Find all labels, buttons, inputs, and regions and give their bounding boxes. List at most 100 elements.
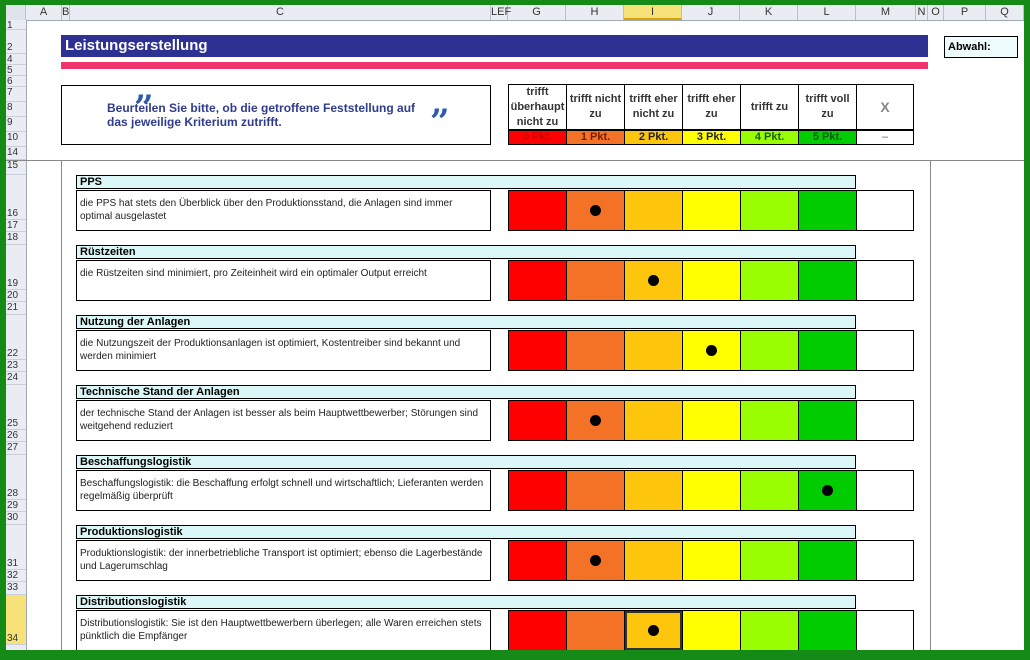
rating-cell-5[interactable]: [798, 260, 857, 301]
row-header-28[interactable]: 28: [6, 455, 26, 500]
rating-cell-0[interactable]: [508, 260, 567, 301]
row-header-22[interactable]: 22: [6, 315, 26, 360]
row-header-19[interactable]: 19: [6, 245, 26, 290]
row-header-16[interactable]: 16: [6, 175, 26, 220]
rating-cell-5[interactable]: [798, 470, 857, 511]
rating-cell-5[interactable]: [798, 400, 857, 441]
rating-cell-4[interactable]: [740, 540, 799, 581]
rating-cell-3[interactable]: [682, 330, 741, 371]
rating-cell-1[interactable]: [566, 400, 625, 441]
rating-cell-3[interactable]: [682, 190, 741, 231]
row-header-9[interactable]: 9: [6, 117, 26, 132]
rating-cell-4[interactable]: [740, 470, 799, 511]
rating-cell-5[interactable]: [798, 610, 857, 650]
rating-cell-2[interactable]: [624, 260, 683, 301]
rating-cell-x[interactable]: [856, 540, 914, 581]
rating-cell-2[interactable]: [624, 610, 683, 650]
rating-cell-0[interactable]: [508, 400, 567, 441]
row-header-29[interactable]: 29: [6, 500, 26, 512]
rating-cell-1[interactable]: [566, 610, 625, 650]
row-header-5[interactable]: 5: [6, 65, 26, 76]
scale-points-5: 5 Pkt.: [798, 130, 857, 145]
rating-cell-5[interactable]: [798, 330, 857, 371]
rating-cell-5[interactable]: [798, 540, 857, 581]
row-header-32[interactable]: 32: [6, 570, 26, 582]
rating-cell-0[interactable]: [508, 610, 567, 650]
rating-cell-3[interactable]: [682, 260, 741, 301]
column-header-c[interactable]: C: [70, 5, 491, 20]
rating-cell-4[interactable]: [740, 330, 799, 371]
column-header-p[interactable]: P: [944, 5, 986, 20]
row-header-26[interactable]: 26: [6, 430, 26, 442]
rating-cell-0[interactable]: [508, 540, 567, 581]
rating-cell-3[interactable]: [682, 400, 741, 441]
row-header-27[interactable]: 27: [6, 442, 26, 455]
scale-points-1: 1 Pkt.: [566, 130, 625, 145]
abwahl-field[interactable]: Abwahl:: [944, 36, 1018, 58]
column-header-o[interactable]: O: [928, 5, 944, 20]
column-header-lef[interactable]: LEF: [491, 5, 512, 20]
row-header-30[interactable]: 30: [6, 512, 26, 525]
row-header-33[interactable]: 33: [6, 582, 26, 595]
rating-cell-1[interactable]: [566, 190, 625, 231]
row-header-15[interactable]: 15: [6, 160, 26, 175]
row-header-1[interactable]: 1: [6, 20, 26, 31]
row-header-25[interactable]: 25: [6, 385, 26, 430]
rating-cell-3[interactable]: [682, 540, 741, 581]
row-header-23[interactable]: 23: [6, 360, 26, 372]
rating-cell-3[interactable]: [682, 470, 741, 511]
row-header-2[interactable]: 2: [6, 30, 26, 54]
row-header-6[interactable]: 6: [6, 76, 26, 87]
row-header-20[interactable]: 20: [6, 290, 26, 302]
row-header-17[interactable]: 17: [6, 220, 26, 232]
rating-cell-4[interactable]: [740, 260, 799, 301]
row-header-18[interactable]: 18: [6, 232, 26, 245]
scale-points-0: 0 Pkt.: [508, 130, 567, 145]
column-header-q[interactable]: Q: [986, 5, 1024, 20]
column-header-k[interactable]: K: [740, 5, 798, 20]
row-header-31[interactable]: 31: [6, 525, 26, 570]
rating-cell-1[interactable]: [566, 260, 625, 301]
rating-cell-3[interactable]: [682, 610, 741, 650]
rating-cell-1[interactable]: [566, 330, 625, 371]
rating-cell-2[interactable]: [624, 190, 683, 231]
row-header-7[interactable]: 7: [6, 87, 26, 102]
rating-cell-2[interactable]: [624, 540, 683, 581]
row-header-14[interactable]: 14: [6, 147, 26, 160]
rating-cell-1[interactable]: [566, 540, 625, 581]
rating-cell-x[interactable]: [856, 190, 914, 231]
row-header-21[interactable]: 21: [6, 302, 26, 315]
row-header-34[interactable]: 34: [6, 595, 26, 645]
rating-cell-4[interactable]: [740, 400, 799, 441]
column-header-h[interactable]: H: [566, 5, 624, 20]
rating-cell-4[interactable]: [740, 610, 799, 650]
rating-cell-x[interactable]: [856, 610, 914, 650]
rating-cell-2[interactable]: [624, 400, 683, 441]
rating-cell-1[interactable]: [566, 470, 625, 511]
rating-cell-2[interactable]: [624, 470, 683, 511]
column-header-i[interactable]: I: [624, 5, 682, 20]
row-header-24[interactable]: 24: [6, 372, 26, 385]
row-header-8[interactable]: 8: [6, 102, 26, 117]
title-underline: [61, 62, 928, 69]
rating-cell-0[interactable]: [508, 470, 567, 511]
select-all-corner[interactable]: [6, 5, 26, 20]
rating-cell-x[interactable]: [856, 260, 914, 301]
column-header-m[interactable]: M: [856, 5, 916, 20]
column-header-b[interactable]: B: [62, 5, 70, 20]
row-header-4[interactable]: 4: [6, 54, 26, 65]
rating-cell-x[interactable]: [856, 470, 914, 511]
row-header-10[interactable]: 10: [6, 132, 26, 147]
column-header-l[interactable]: L: [798, 5, 856, 20]
column-header-g[interactable]: G: [508, 5, 566, 20]
rating-cell-2[interactable]: [624, 330, 683, 371]
rating-cell-5[interactable]: [798, 190, 857, 231]
rating-cell-4[interactable]: [740, 190, 799, 231]
rating-cell-0[interactable]: [508, 330, 567, 371]
column-header-a[interactable]: A: [26, 5, 62, 20]
column-header-n[interactable]: N: [916, 5, 928, 20]
rating-cell-x[interactable]: [856, 330, 914, 371]
rating-cell-0[interactable]: [508, 190, 567, 231]
rating-cell-x[interactable]: [856, 400, 914, 441]
column-header-j[interactable]: J: [682, 5, 740, 20]
